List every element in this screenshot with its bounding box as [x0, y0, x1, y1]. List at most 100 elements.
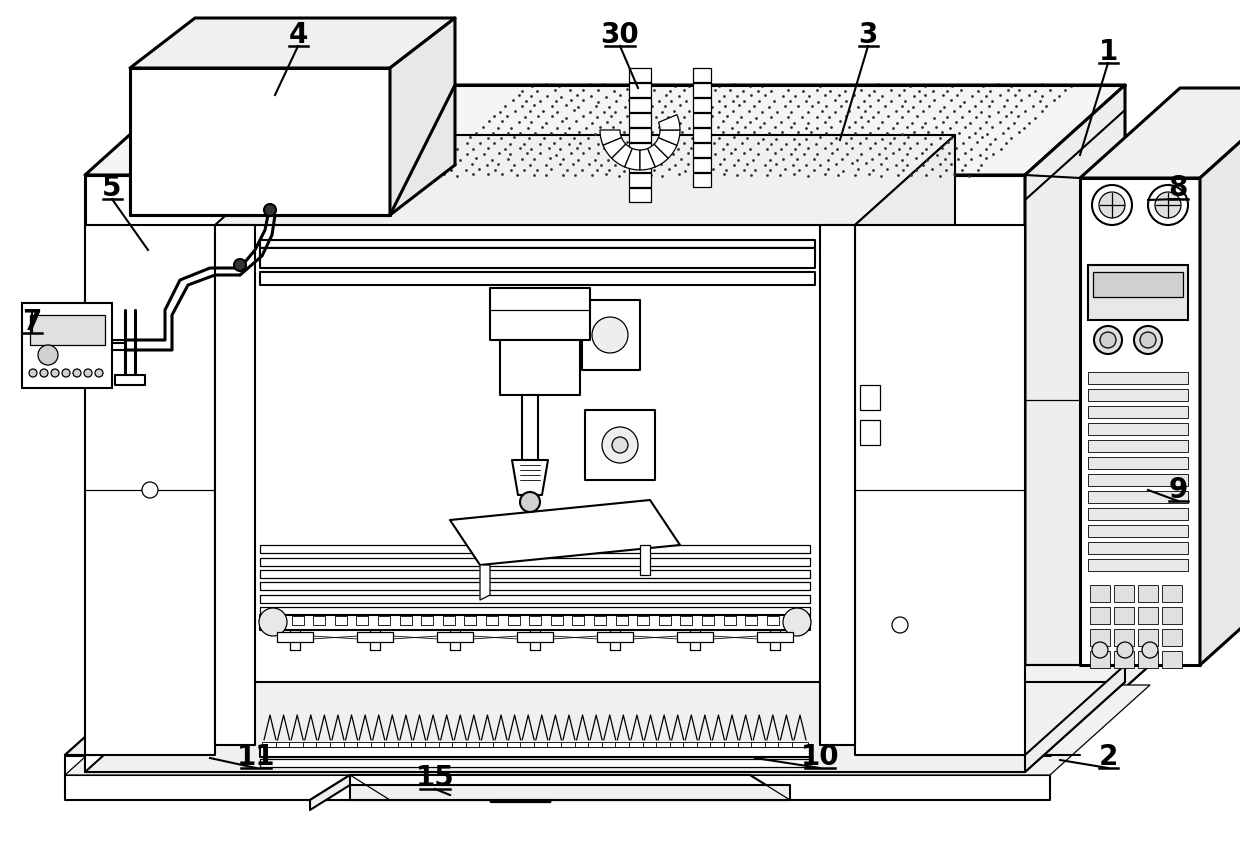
Polygon shape — [260, 759, 810, 767]
Polygon shape — [507, 616, 520, 625]
Polygon shape — [765, 742, 781, 747]
Polygon shape — [422, 616, 433, 625]
Polygon shape — [260, 607, 810, 615]
Polygon shape — [601, 742, 618, 747]
Polygon shape — [677, 632, 713, 642]
Polygon shape — [751, 742, 768, 747]
Polygon shape — [640, 545, 650, 575]
Polygon shape — [693, 98, 711, 112]
Bar — [1114, 651, 1135, 668]
Polygon shape — [756, 632, 794, 642]
Polygon shape — [64, 665, 1149, 755]
Text: 4: 4 — [289, 21, 308, 49]
Polygon shape — [391, 18, 455, 215]
Polygon shape — [693, 158, 711, 172]
Polygon shape — [1025, 665, 1149, 755]
Circle shape — [259, 608, 286, 636]
Polygon shape — [91, 775, 990, 795]
Polygon shape — [494, 742, 510, 747]
Polygon shape — [507, 742, 522, 747]
Polygon shape — [86, 755, 1025, 772]
Polygon shape — [1025, 85, 1125, 755]
Polygon shape — [260, 272, 815, 285]
Circle shape — [29, 369, 37, 377]
Bar — [1092, 272, 1183, 297]
Polygon shape — [697, 742, 713, 747]
Polygon shape — [640, 149, 655, 170]
Polygon shape — [370, 630, 379, 650]
Polygon shape — [490, 288, 590, 340]
Polygon shape — [335, 616, 347, 625]
Circle shape — [38, 345, 58, 365]
Bar — [1090, 607, 1110, 624]
Circle shape — [73, 369, 81, 377]
Polygon shape — [603, 138, 626, 158]
Polygon shape — [596, 632, 632, 642]
Polygon shape — [547, 742, 563, 747]
Polygon shape — [517, 632, 553, 642]
Bar — [30, 315, 105, 345]
Bar — [1090, 651, 1110, 668]
Polygon shape — [588, 742, 604, 747]
Polygon shape — [260, 615, 810, 630]
Polygon shape — [260, 558, 810, 566]
Text: 7: 7 — [22, 308, 42, 336]
Polygon shape — [1200, 88, 1240, 665]
Polygon shape — [289, 742, 305, 747]
Circle shape — [1092, 642, 1109, 658]
Polygon shape — [86, 175, 1025, 755]
Bar — [1087, 542, 1188, 554]
Polygon shape — [670, 742, 686, 747]
Bar — [1090, 585, 1110, 602]
Polygon shape — [693, 143, 711, 157]
Bar — [1087, 508, 1188, 520]
Polygon shape — [1080, 178, 1200, 665]
Polygon shape — [629, 83, 651, 97]
Circle shape — [1117, 642, 1133, 658]
Circle shape — [1142, 642, 1158, 658]
Polygon shape — [629, 113, 651, 127]
Bar — [1138, 585, 1158, 602]
Bar — [1114, 585, 1135, 602]
Circle shape — [143, 482, 157, 498]
Polygon shape — [629, 128, 651, 142]
Polygon shape — [399, 616, 412, 625]
Polygon shape — [86, 225, 215, 755]
Bar — [1087, 372, 1188, 384]
Circle shape — [601, 427, 639, 463]
Polygon shape — [450, 630, 460, 650]
Polygon shape — [647, 144, 668, 167]
Polygon shape — [130, 68, 391, 215]
Polygon shape — [466, 742, 482, 747]
Polygon shape — [745, 616, 758, 625]
Polygon shape — [711, 742, 727, 747]
Polygon shape — [533, 742, 549, 747]
Polygon shape — [615, 616, 627, 625]
Circle shape — [892, 617, 908, 633]
Polygon shape — [658, 130, 680, 146]
Text: 2: 2 — [1099, 743, 1117, 771]
Polygon shape — [64, 755, 1050, 775]
Bar — [1138, 607, 1158, 624]
Polygon shape — [215, 135, 955, 225]
Circle shape — [1135, 326, 1162, 354]
Circle shape — [520, 492, 539, 512]
Polygon shape — [629, 742, 645, 747]
Polygon shape — [611, 144, 632, 167]
Circle shape — [51, 369, 60, 377]
Circle shape — [1094, 326, 1122, 354]
Polygon shape — [500, 340, 580, 395]
Polygon shape — [260, 248, 815, 268]
Polygon shape — [560, 742, 577, 747]
Polygon shape — [789, 616, 800, 625]
Polygon shape — [629, 173, 651, 187]
Bar — [1162, 585, 1182, 602]
Polygon shape — [856, 135, 955, 745]
Polygon shape — [820, 225, 856, 745]
Polygon shape — [350, 785, 790, 800]
Polygon shape — [655, 138, 677, 158]
Bar — [1090, 629, 1110, 646]
Bar — [1087, 457, 1188, 469]
Polygon shape — [574, 742, 590, 747]
Polygon shape — [1080, 88, 1240, 178]
